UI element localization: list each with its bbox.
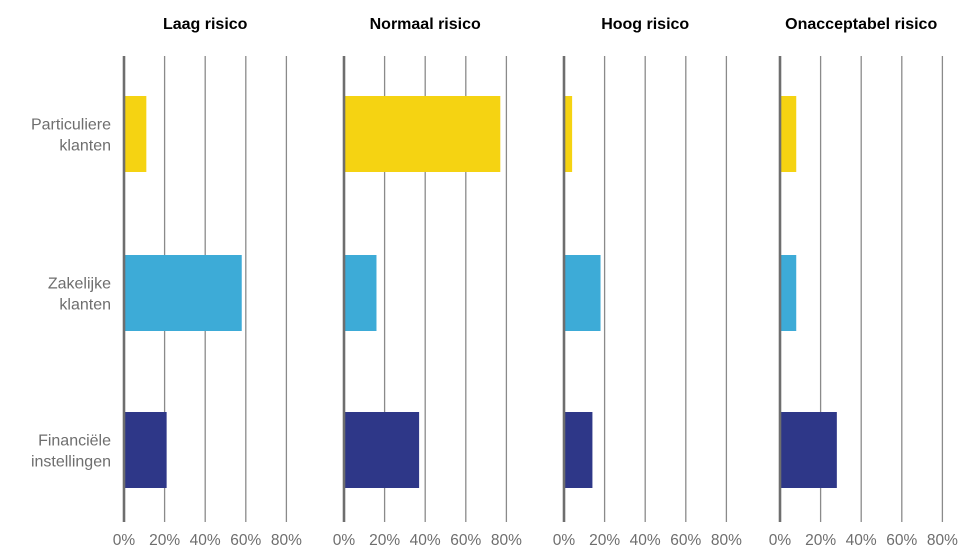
bar-normaal-risico-particuliere-klanten xyxy=(344,96,501,172)
tick-label-hoog-risico-60: 60% xyxy=(670,532,701,547)
category-label-financi-le-instellingen-line-1: Financiële xyxy=(38,433,111,450)
bar-laag-risico-financi-le-instellingen xyxy=(124,412,167,488)
category-label-financi-le-instellingen-line-2: instellingen xyxy=(31,454,111,471)
tick-label-laag-risico-80: 80% xyxy=(271,532,302,547)
category-label-zakelijke-klanten-line-1: Zakelijke xyxy=(48,276,111,293)
tick-label-laag-risico-20: 20% xyxy=(149,532,180,547)
tick-label-onacceptabel-risico-0: 0% xyxy=(769,532,792,547)
tick-label-normaal-risico-80: 80% xyxy=(491,532,522,547)
bar-normaal-risico-zakelijke-klanten xyxy=(344,255,377,331)
bar-hoog-risico-financi-le-instellingen xyxy=(564,412,593,488)
tick-label-laag-risico-60: 60% xyxy=(230,532,261,547)
tick-label-normaal-risico-40: 40% xyxy=(410,532,441,547)
bar-hoog-risico-zakelijke-klanten xyxy=(564,255,601,331)
tick-label-hoog-risico-80: 80% xyxy=(711,532,742,547)
category-label-particuliere-klanten-line-1: Particuliere xyxy=(31,117,111,134)
category-label-particuliere-klanten-line-2: klanten xyxy=(59,138,111,155)
tick-label-normaal-risico-20: 20% xyxy=(369,532,400,547)
panel-title-onacceptabel-risico: Onacceptabel risico xyxy=(785,16,937,33)
bar-normaal-risico-financi-le-instellingen xyxy=(344,412,420,488)
panel-title-hoog-risico: Hoog risico xyxy=(601,16,689,33)
tick-label-laag-risico-0: 0% xyxy=(113,532,136,547)
tick-label-normaal-risico-60: 60% xyxy=(450,532,481,547)
category-label-zakelijke-klanten-line-2: klanten xyxy=(59,297,111,314)
bar-onacceptabel-risico-zakelijke-klanten xyxy=(780,255,797,331)
tick-label-onacceptabel-risico-60: 60% xyxy=(886,532,917,547)
bar-laag-risico-zakelijke-klanten xyxy=(124,255,242,331)
bar-laag-risico-particuliere-klanten xyxy=(124,96,147,172)
tick-label-hoog-risico-20: 20% xyxy=(589,532,620,547)
tick-label-laag-risico-40: 40% xyxy=(190,532,221,547)
tick-label-onacceptabel-risico-80: 80% xyxy=(927,532,958,547)
panel-title-laag-risico: Laag risico xyxy=(163,16,248,33)
tick-label-hoog-risico-40: 40% xyxy=(630,532,661,547)
tick-label-onacceptabel-risico-20: 20% xyxy=(805,532,836,547)
bar-onacceptabel-risico-financi-le-instellingen xyxy=(780,412,837,488)
bar-hoog-risico-particuliere-klanten xyxy=(564,96,573,172)
tick-label-onacceptabel-risico-40: 40% xyxy=(846,532,877,547)
panel-title-normaal-risico: Normaal risico xyxy=(370,16,481,33)
tick-label-hoog-risico-0: 0% xyxy=(553,532,576,547)
tick-label-normaal-risico-0: 0% xyxy=(333,532,356,547)
bar-onacceptabel-risico-particuliere-klanten xyxy=(780,96,797,172)
